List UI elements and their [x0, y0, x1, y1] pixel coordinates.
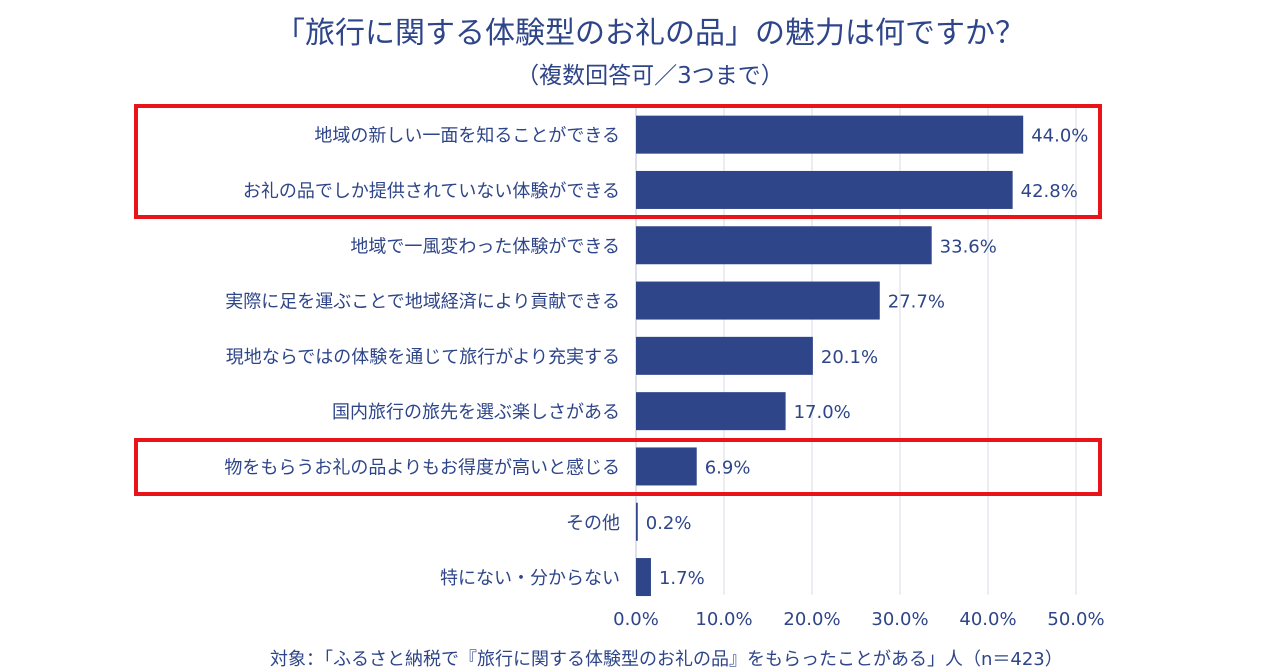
data-label: 33.6% — [940, 236, 997, 257]
bar — [636, 558, 651, 597]
chart-subtitle: （複数回答可／3つまで） — [516, 63, 784, 89]
category-label: 実際に足を運ぶことで地域経済により貢献できる — [225, 292, 620, 313]
bar — [636, 226, 932, 265]
bar — [636, 115, 1024, 154]
data-label: 1.7% — [659, 568, 705, 589]
data-label: 17.0% — [794, 402, 851, 423]
data-label: 27.7% — [888, 292, 945, 313]
category-label: 地域の新しい一面を知ることができる — [314, 126, 620, 147]
chart-title: 「旅行に関する体験型のお礼の品」の魅力は何ですか？ — [275, 16, 1025, 51]
x-tick-label: 30.0% — [871, 609, 928, 630]
bar — [636, 502, 638, 541]
bar — [636, 170, 1013, 209]
category-label: 物をもらうお礼の品よりもお得度が高いと感じる — [224, 457, 620, 478]
x-tick-label: 0.0% — [613, 609, 659, 630]
data-label: 42.8% — [1021, 181, 1078, 202]
category-label: 国内旅行の旅先を選ぶ楽しさがある — [332, 402, 620, 423]
category-label: 特にない・分からない — [440, 568, 620, 589]
data-label: 0.2% — [646, 513, 692, 534]
category-label: 現地ならではの体験を通じて旅行がより充実する — [226, 347, 620, 368]
footnote: 対象：「ふるさと納税で『旅行に関する体験型のお礼の品』をもらったことがある」人（… — [270, 649, 1063, 670]
x-tick-label: 50.0% — [1047, 609, 1104, 630]
bar — [636, 336, 813, 375]
bar — [636, 392, 786, 431]
category-label: その他 — [566, 513, 620, 534]
data-label: 6.9% — [705, 457, 751, 478]
data-label: 44.0% — [1031, 126, 1088, 147]
data-label: 20.1% — [821, 347, 878, 368]
bar — [636, 447, 697, 486]
x-tick-label: 10.0% — [695, 609, 752, 630]
category-label: 地域で一風変わった体験ができる — [350, 236, 620, 257]
highlight-box-bottom — [134, 438, 1102, 496]
bar — [636, 281, 880, 320]
category-label: お礼の品でしか提供されていない体験ができる — [243, 181, 620, 202]
x-tick-label: 40.0% — [959, 609, 1016, 630]
x-tick-label: 20.0% — [783, 609, 840, 630]
highlight-box-top — [134, 104, 1102, 219]
